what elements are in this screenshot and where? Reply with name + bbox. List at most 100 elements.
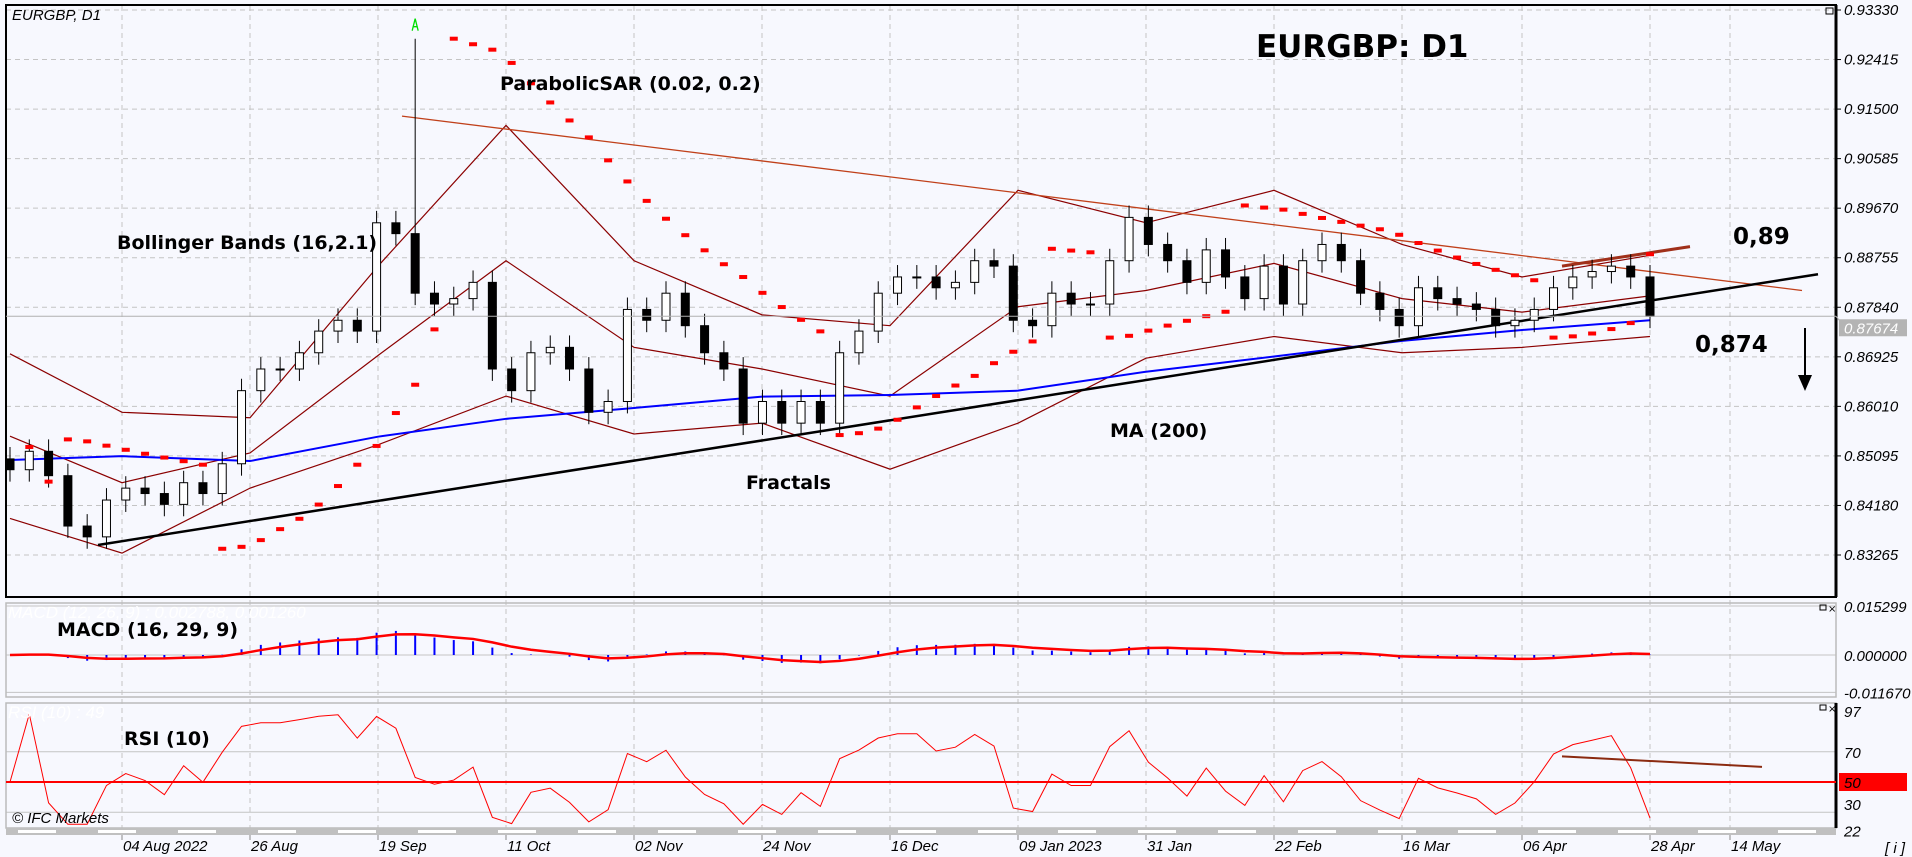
sar-dot (1433, 248, 1442, 253)
main-panel-frame (5, 4, 1837, 598)
main-maximize-icon[interactable] (1825, 7, 1834, 15)
candle-body-up (1298, 260, 1308, 305)
support-trendline (97, 273, 1819, 547)
sar-dot (1163, 323, 1172, 328)
sar-dot (990, 361, 998, 366)
sar-dot (1240, 203, 1249, 208)
sar-dot (469, 42, 478, 47)
sar-dot (700, 248, 709, 253)
y-tick-label: 0.90585 (1844, 151, 1899, 168)
candle (468, 270, 478, 311)
scroll-mark (1618, 830, 1656, 833)
rsi-panel-frame (5, 702, 1837, 829)
copyright: © IFC Markets (12, 810, 109, 827)
candle (1452, 286, 1462, 316)
sar-dot (1182, 318, 1191, 323)
rsi-label: RSI (10) (124, 728, 210, 750)
candle (1066, 281, 1076, 316)
candle-body-up (1085, 303, 1095, 306)
sar-dot (411, 382, 420, 387)
sar-dot (334, 484, 342, 489)
candle-body-down (1433, 287, 1443, 300)
rsi-tick-label: 30 (1844, 797, 1861, 814)
candle-body-down (1066, 292, 1076, 305)
candle (738, 357, 748, 436)
candle-body-down (1028, 319, 1038, 327)
candle (507, 357, 517, 403)
rsi-close-icon[interactable]: × (1828, 704, 1836, 715)
candle (140, 476, 150, 506)
candle-body-up (526, 352, 536, 392)
candle-body-down (738, 368, 748, 424)
sar-dot (314, 502, 323, 507)
sar-dot (623, 179, 632, 184)
candle-body-down (1336, 243, 1346, 262)
macd-maximize-icon[interactable] (1819, 604, 1827, 611)
candle-body-up (372, 222, 382, 332)
candle-body-down (44, 450, 54, 477)
sar-dot (256, 538, 265, 543)
candle-body-down (1163, 243, 1173, 262)
x-tick-label: 24 Nov (762, 838, 812, 855)
level-high-label: 0,89 (1733, 224, 1790, 250)
candle (1085, 292, 1095, 316)
candle (950, 270, 960, 300)
candle-body-up (468, 281, 478, 300)
x-tick-label: 02 Nov (635, 838, 684, 855)
macd-tick-label: 0.000000 (1844, 648, 1907, 665)
sar-dot (1395, 232, 1404, 237)
sar-dot (912, 405, 921, 410)
resistance-trendline (401, 115, 1803, 292)
candle-body-up (661, 292, 671, 321)
x-tick-label: 04 Aug 2022 (123, 838, 208, 855)
candle (1394, 297, 1404, 338)
info-button[interactable]: [ i ] (1884, 840, 1906, 857)
candle (1047, 281, 1057, 338)
candle-body-down (1143, 216, 1153, 245)
candle-body-down (1221, 249, 1231, 278)
candle (391, 210, 401, 246)
sar-dot (681, 233, 690, 238)
candle-body-down (1491, 308, 1501, 327)
candle-body-down (719, 352, 729, 370)
ma-label: MA (200) (1110, 420, 1207, 442)
candle (487, 270, 497, 381)
candle (121, 476, 131, 512)
candle-body-up (237, 390, 247, 465)
candle (931, 265, 941, 300)
x-tick-label: 09 Jan 2023 (1019, 838, 1102, 855)
candle-body-down (1240, 276, 1250, 300)
y-tick-label: 0.89670 (1844, 200, 1899, 217)
candle-body-down (584, 368, 594, 413)
rsi-level-box (1839, 773, 1907, 791)
candle-body-up (121, 487, 131, 501)
sar-dot (1588, 331, 1597, 336)
candle-body-down (1626, 265, 1636, 278)
candle (661, 281, 671, 333)
candle (912, 265, 922, 289)
x-tick-label: 26 Aug (250, 838, 299, 855)
sar-dot (1356, 223, 1365, 228)
sar-dot (160, 455, 169, 460)
candles (5, 38, 1655, 549)
candle (854, 319, 864, 365)
scroll-mark (1458, 830, 1496, 833)
sar-dot (1510, 273, 1519, 278)
rsi-maximize-icon[interactable] (1819, 704, 1827, 711)
candle-body-down (159, 493, 169, 505)
candle-body-down (642, 308, 652, 321)
sar-dot (1337, 219, 1346, 224)
candle (1356, 248, 1366, 306)
candle-body-up (1413, 287, 1423, 327)
ma200-line (9, 319, 1651, 463)
candle (642, 297, 652, 333)
sar-dot (1318, 215, 1326, 220)
macd-close-icon[interactable]: × (1828, 604, 1836, 615)
candle (352, 308, 362, 344)
candle (989, 248, 999, 279)
y-tick-label: 0.86010 (1844, 398, 1899, 415)
candle-body-down (507, 368, 517, 392)
candle (796, 389, 806, 436)
candle-body-down (777, 400, 787, 424)
sar-dot (179, 459, 188, 464)
